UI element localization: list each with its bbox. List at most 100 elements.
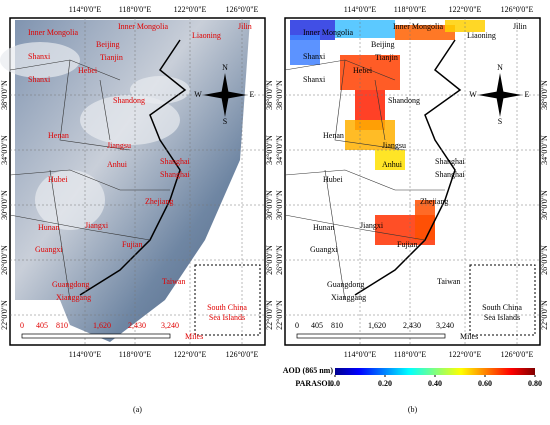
- scale-label: 0: [20, 321, 24, 330]
- region-label: Hebei: [78, 66, 98, 75]
- region-label: Guangdong: [327, 280, 364, 289]
- region-label: Tianjin: [100, 53, 123, 62]
- longitude-label: 126°0'0"E: [226, 5, 259, 14]
- longitude-label: 118°0'0"E: [119, 5, 152, 14]
- compass-letter: W: [194, 90, 202, 99]
- latitude-label: 30°0'0"N: [275, 190, 284, 220]
- scale-label: 3,240: [436, 321, 454, 330]
- colorbar-tick-label: 0.0: [330, 379, 340, 388]
- latitude-label: 26°0'0"N: [540, 245, 549, 275]
- aod-patch: [290, 35, 320, 65]
- region-label: Guangxi: [35, 245, 63, 254]
- region-label: Jiangxi: [85, 221, 109, 230]
- latitude-label: 26°0'0"N: [275, 245, 284, 275]
- region-label: Jiangsu: [382, 141, 406, 150]
- region-label: Jilin: [238, 22, 252, 31]
- region-label: Shanghai: [435, 170, 466, 179]
- latitude-label: 34°0'0"N: [0, 135, 9, 165]
- aod-patch: [375, 150, 405, 170]
- scale-label: 1,620: [368, 321, 386, 330]
- region-label: Shanxi: [28, 75, 51, 84]
- compass-letter: E: [525, 90, 530, 99]
- region-label: Liaoning: [467, 31, 496, 40]
- region-label: Shanghai: [160, 157, 191, 166]
- inset-label: Sea Islands: [209, 313, 245, 322]
- latitude-label: 22°0'0"N: [540, 300, 549, 330]
- longitude-label: 114°0'0"E: [344, 5, 377, 14]
- latitude-label: 34°0'0"N: [540, 135, 549, 165]
- panel-label: (a): [133, 405, 142, 414]
- compass-letter: S: [498, 117, 502, 126]
- inset-frame: [469, 264, 536, 336]
- longitude-label: 126°0'0"E: [501, 350, 534, 359]
- compass-letter: W: [469, 90, 477, 99]
- aod-patch: [335, 20, 395, 38]
- region-label: Henan: [48, 131, 69, 140]
- compass-letter: E: [250, 90, 255, 99]
- inset-label: Sea Islands: [484, 313, 520, 322]
- longitude-label: 122°0'0"E: [449, 5, 482, 14]
- map-panel: 114°0'0"E 114°0'0"E 118°0'0"E 118°0'0"E 122°…: [275, 5, 549, 414]
- region-label: Liaoning: [192, 31, 221, 40]
- latitude-label: 30°0'0"N: [540, 190, 549, 220]
- compass-letter: S: [223, 117, 227, 126]
- region-label: Shanghai: [435, 157, 466, 166]
- region-label: Shandong: [113, 96, 145, 105]
- region-label: Guangdong: [52, 280, 89, 289]
- cloud-image: [15, 20, 250, 342]
- panel-label: (b): [408, 405, 418, 414]
- region-label: Shanxi: [303, 75, 326, 84]
- colorbar-title: AOD (865 nm): [283, 366, 334, 375]
- region-label: Inner Mongolia: [28, 28, 78, 37]
- longitude-label: 122°0'0"E: [174, 5, 207, 14]
- longitude-label: 126°0'0"E: [501, 5, 534, 14]
- region-label: Jiangxi: [360, 221, 384, 230]
- longitude-label: 114°0'0"E: [69, 350, 102, 359]
- region-label: Inner Mongolia: [118, 22, 168, 31]
- scale-unit: Miles: [460, 332, 478, 341]
- longitude-label: 122°0'0"E: [449, 350, 482, 359]
- longitude-label: 118°0'0"E: [394, 5, 427, 14]
- region-label: Taiwan: [437, 277, 460, 286]
- region-label: Taiwan: [162, 277, 185, 286]
- region-label: Beijing: [371, 40, 395, 49]
- region-label: Zhejiang: [420, 197, 448, 206]
- latitude-label: 34°0'0"N: [275, 135, 284, 165]
- latitude-label: 22°0'0"N: [275, 300, 284, 330]
- latitude-label: 38°0'0"N: [265, 80, 274, 110]
- region-label: Inner Mongolia: [393, 22, 443, 31]
- region-label: Hubei: [323, 175, 343, 184]
- scale-label: 2,430: [128, 321, 146, 330]
- scale-label: 405: [36, 321, 48, 330]
- region-label: Fujian: [122, 240, 142, 249]
- latitude-label: 34°0'0"N: [265, 135, 274, 165]
- longitude-label: 118°0'0"E: [119, 350, 152, 359]
- region-label: Hubei: [48, 175, 68, 184]
- latitude-label: 22°0'0"N: [0, 300, 9, 330]
- colorbar-tick-label: 0.60: [478, 379, 492, 388]
- longitude-label: 114°0'0"E: [69, 5, 102, 14]
- region-label: Tianjin: [375, 53, 398, 62]
- colorbar-source: PARASOL: [295, 379, 333, 388]
- scale-label: 810: [56, 321, 68, 330]
- region-label: Hunan: [313, 223, 334, 232]
- inset-label: South China: [207, 303, 247, 312]
- colorbar-tick-label: 0.40: [428, 379, 442, 388]
- region-label: Anhui: [107, 160, 128, 169]
- region-label: Beijing: [96, 40, 120, 49]
- province-borders: [284, 59, 445, 301]
- region-label: Fujian: [397, 240, 417, 249]
- region-label: Hunan: [38, 223, 59, 232]
- region-label: Shanxi: [303, 52, 326, 61]
- latitude-label: 22°0'0"N: [265, 300, 274, 330]
- region-label: Hebei: [353, 66, 373, 75]
- province-borders: [9, 59, 170, 301]
- scale-label: 405: [311, 321, 323, 330]
- longitude-label: 126°0'0"E: [226, 350, 259, 359]
- region-label: Jilin: [513, 22, 527, 31]
- compass-rose: [203, 73, 247, 117]
- latitude-label: 26°0'0"N: [265, 245, 274, 275]
- cloud-patch: [0, 42, 80, 78]
- region-label: Anhui: [382, 160, 403, 169]
